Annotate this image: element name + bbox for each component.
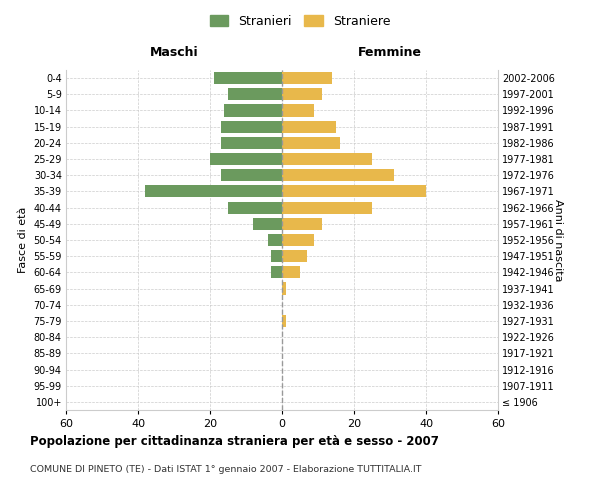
Text: COMUNE DI PINETO (TE) - Dati ISTAT 1° gennaio 2007 - Elaborazione TUTTITALIA.IT: COMUNE DI PINETO (TE) - Dati ISTAT 1° ge…: [30, 465, 421, 474]
Bar: [282, 234, 314, 246]
Bar: [224, 104, 282, 117]
Bar: [221, 120, 282, 132]
Bar: [282, 266, 300, 278]
Text: Maschi: Maschi: [149, 46, 199, 59]
Bar: [228, 88, 282, 101]
Bar: [282, 72, 332, 84]
Bar: [271, 266, 282, 278]
Legend: Stranieri, Straniere: Stranieri, Straniere: [206, 11, 394, 32]
Bar: [214, 72, 282, 84]
Y-axis label: Anni di nascita: Anni di nascita: [553, 198, 563, 281]
Bar: [145, 186, 282, 198]
Bar: [268, 234, 282, 246]
Text: Femmine: Femmine: [358, 46, 422, 59]
Bar: [282, 169, 394, 181]
Text: Popolazione per cittadinanza straniera per età e sesso - 2007: Popolazione per cittadinanza straniera p…: [30, 435, 439, 448]
Bar: [221, 169, 282, 181]
Bar: [282, 202, 372, 213]
Bar: [221, 137, 282, 149]
Bar: [253, 218, 282, 230]
Bar: [282, 88, 322, 101]
Bar: [228, 202, 282, 213]
Bar: [282, 153, 372, 165]
Bar: [271, 250, 282, 262]
Bar: [282, 120, 336, 132]
Bar: [282, 282, 286, 294]
Bar: [210, 153, 282, 165]
Bar: [282, 315, 286, 327]
Bar: [282, 104, 314, 117]
Y-axis label: Fasce di età: Fasce di età: [18, 207, 28, 273]
Bar: [282, 218, 322, 230]
Bar: [282, 137, 340, 149]
Bar: [282, 250, 307, 262]
Bar: [282, 186, 426, 198]
